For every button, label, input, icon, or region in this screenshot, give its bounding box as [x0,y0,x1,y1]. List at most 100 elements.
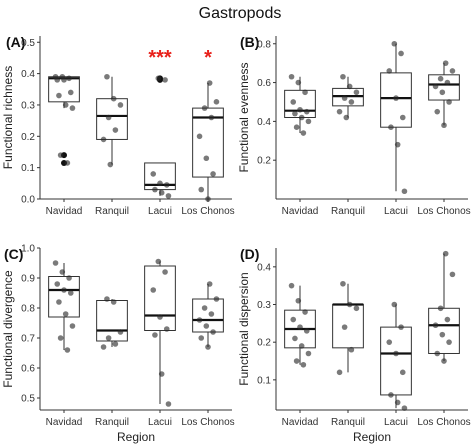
data-point [303,108,310,115]
y-axis-title: Functional richness [1,66,15,169]
data-point [439,331,446,338]
data-point [292,335,298,342]
box-iqr [428,307,460,354]
x-tick-label: Ranquil [331,417,365,428]
data-point [336,108,343,115]
data-point [112,127,119,133]
y-tick-label: 0.5 [21,38,35,49]
panels: (A) 0.0 0.1 0.2 0.3 0.4 0.5 Navidad Ranquil Lacui… [1,34,471,444]
panel-3: (C) 0.5 0.6 0.7 0.8 0.9 1.0 Navidad Ranquil Lacui… [1,244,235,444]
data-point [213,296,220,302]
data-point [393,95,399,101]
data-point [288,282,295,289]
box-ranquil [332,283,364,373]
data-point [64,347,71,353]
x-tick-label: Los Chonos [181,206,234,217]
data-point [150,171,157,177]
data-point [346,301,353,308]
significance-annotation: *** [148,47,172,69]
data-point [157,180,163,187]
data-point [295,297,302,304]
data-point [302,89,308,96]
y-tick-label: 0.2 [257,156,271,167]
data-point [62,102,69,108]
data-point [69,323,76,329]
data-point [210,171,216,177]
box-navidad [48,76,80,166]
box-iqr [380,326,412,396]
data-point [302,309,308,315]
data-point [157,314,163,320]
x-tick-label: Lacui [384,206,408,217]
y-axis-title: Functional dispersion [237,272,251,385]
data-point [446,99,452,105]
data-point [298,343,305,349]
data-point [394,399,401,406]
box-lacui [144,261,176,404]
data-point [57,335,64,341]
x-tick-label: Los Chonos [417,417,470,428]
data-point [208,114,215,121]
data-point [449,271,456,278]
data-point [353,305,360,312]
data-point [198,335,205,341]
y-axis-title: Functional divergence [1,270,15,388]
data-point [444,79,451,86]
data-point [449,68,456,74]
box-iqr [192,107,224,178]
panel-4: (D) 0.1 0.2 0.3 0.4 Navidad Ranquil Lacui Los Ch… [237,246,471,444]
x-tick-label: Navidad [282,417,319,428]
data-point [165,401,172,407]
data-point [353,89,360,96]
x-axis-title: Region [353,430,391,444]
data-point [293,124,300,131]
data-point [300,130,307,136]
data-point [110,299,117,305]
data-point [152,332,158,338]
data-point [165,193,172,199]
y-tick-label: 0.9 [21,274,35,285]
data-point [336,369,343,376]
x-tick-label: Ranquil [331,206,365,217]
data-point [67,290,74,296]
data-point [288,73,295,80]
data-point [206,80,213,86]
y-tick-label: 0.1 [21,163,35,174]
data-point [163,326,170,332]
y-tick-label: 0.2 [21,132,35,143]
data-point [340,280,346,287]
box-ranquil [96,76,128,165]
data-point [399,114,406,121]
data-point [100,344,107,350]
data-point [205,344,211,350]
data-point [100,136,107,143]
data-point [56,299,62,305]
data-point [208,311,215,317]
data-point [293,358,300,364]
data-point [386,339,393,345]
data-point [292,110,298,117]
data-point [57,152,64,158]
data-point [210,329,216,335]
data-point [297,324,303,330]
data-point [107,161,114,168]
y-tick-label: 0.7 [21,334,35,345]
data-point [162,269,168,275]
box-iqr [284,89,316,119]
data-point [163,182,170,188]
data-point [62,311,69,317]
data-point [206,281,213,287]
data-point [401,188,408,195]
data-point [398,324,404,330]
data-point [297,106,303,113]
data-point [388,124,394,131]
x-tick-label: Navidad [46,206,83,217]
x-tick-label: Los Chonos [181,417,234,428]
data-point [441,358,447,364]
data-point [162,77,168,83]
panel-label: (C) [4,246,23,262]
x-tick-label: Ranquil [95,417,129,428]
box-iqr [144,265,176,331]
data-point [346,83,353,90]
